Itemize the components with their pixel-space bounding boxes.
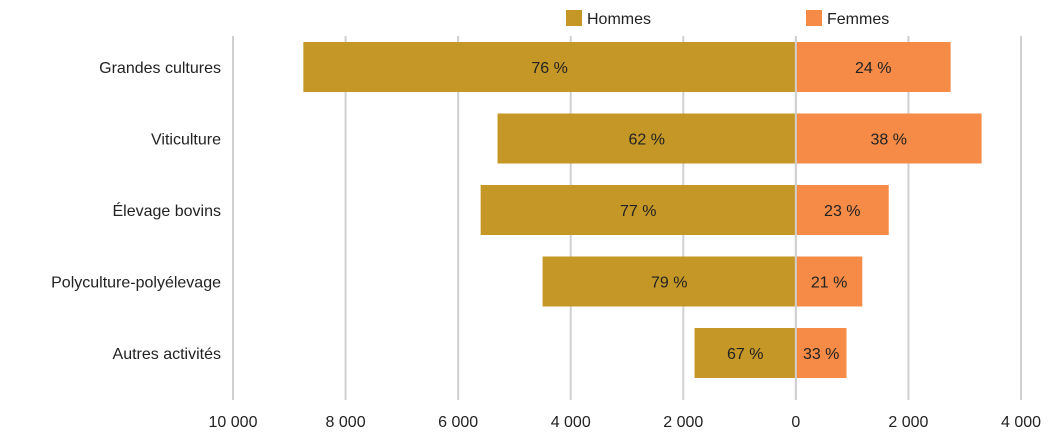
bar-value-label: 67 % [727, 346, 763, 363]
category-label: Viticulture [151, 132, 221, 149]
bars: 76 % 24 % 62 % 38 % 77 % 23 % 79 % 21 % 67 % 33 % [303, 36, 982, 400]
category-label: Élevage bovins [112, 201, 221, 220]
category-label: Polyculture-polyélevage [51, 275, 221, 292]
bar-value-label: 33 % [803, 346, 839, 363]
bar-hommes [303, 42, 796, 92]
bar-value-label: 38 % [870, 132, 906, 149]
bar-value-label: 62 % [628, 132, 664, 149]
x-tick-label: 2 000 [663, 414, 703, 431]
x-tick-label: 4 000 [551, 414, 591, 431]
bar-value-label: 23 % [824, 203, 860, 220]
bar-femmes [795, 185, 889, 235]
category-label: Autres activités [113, 346, 221, 363]
x-tick-label: 2 000 [888, 414, 928, 431]
bar-femmes [795, 256, 863, 307]
bar-value-label: 21 % [811, 275, 847, 292]
bar-femmes [795, 328, 847, 378]
legend-swatch-hommes [566, 10, 582, 26]
x-tick-label: 4 000 [1001, 414, 1041, 431]
bar-femmes [795, 113, 982, 164]
x-tick-label: 6 000 [438, 414, 478, 431]
x-tick-label: 10 000 [209, 414, 258, 431]
bar-value-label: 77 % [620, 203, 656, 220]
x-tick-label: 0 [791, 414, 800, 431]
bar-hommes [497, 113, 796, 164]
bar-hommes [542, 256, 796, 307]
x-axis-ticks: 10 000 8 000 6 000 4 000 2 000 0 2 000 4 000 [209, 414, 1042, 431]
category-labels: Grandes cultures Viticulture Élevage bovin… [51, 60, 221, 363]
legend-label-hommes: Hommes [587, 11, 651, 28]
bar-value-label: 24 % [855, 60, 891, 77]
legend: Hommes Femmes [566, 10, 889, 28]
x-tick-label: 8 000 [326, 414, 366, 431]
bar-hommes [480, 185, 796, 235]
legend-swatch-femmes [806, 10, 822, 26]
legend-label-femmes: Femmes [827, 11, 889, 28]
category-label: Grandes cultures [99, 60, 221, 77]
bar-femmes [795, 42, 951, 92]
bar-value-label: 76 % [531, 60, 567, 77]
bar-value-label: 79 % [651, 275, 687, 292]
bar-hommes [694, 328, 796, 378]
